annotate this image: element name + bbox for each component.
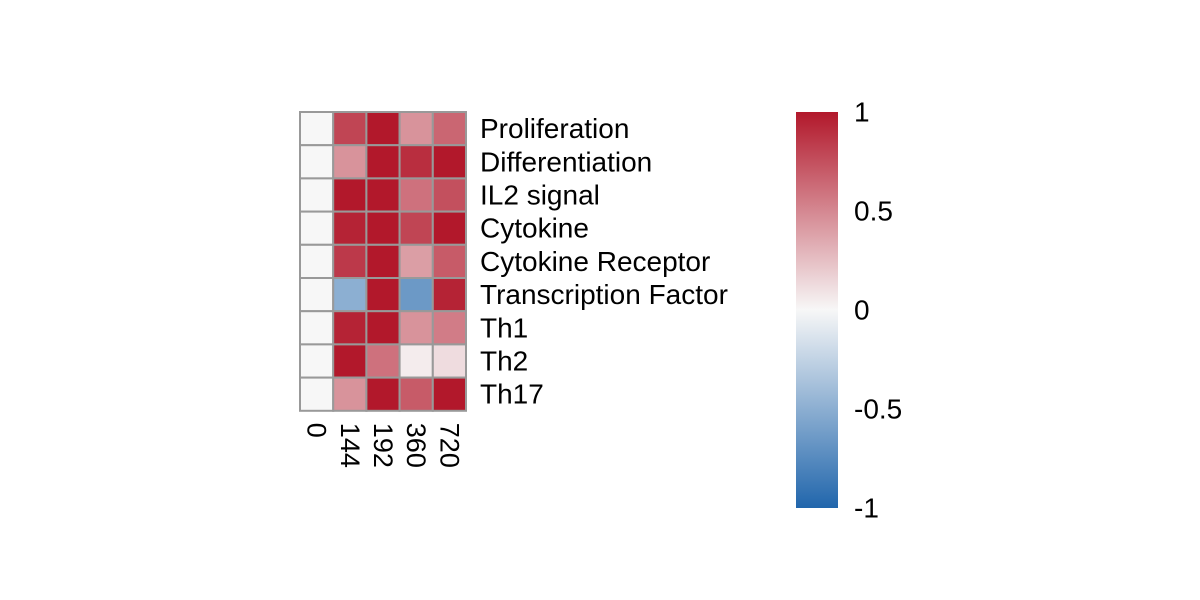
heatmap-cell [299, 243, 335, 280]
heatmap-cell [365, 376, 401, 412]
heatmap-cell [299, 343, 335, 379]
legend-tick-label: 0 [854, 295, 870, 326]
color-legend: 1 0.5 0 -0.5 -1 [796, 97, 902, 524]
heatmap-cell [299, 277, 335, 313]
column-label: 720 [434, 423, 464, 468]
column-label: 0 [302, 423, 332, 438]
legend-tick-label: 1 [854, 97, 870, 128]
heatmap-cell [398, 243, 434, 280]
legend-color-bar [796, 112, 838, 508]
row-label: Transcription Factor [480, 279, 728, 310]
heatmap-cell [332, 210, 368, 246]
heatmap-cell [365, 210, 401, 246]
heatmap-cell [365, 144, 401, 180]
heatmap-cell [398, 376, 434, 412]
heatmap-cell [332, 277, 368, 313]
row-label: Cytokine Receptor [480, 246, 710, 277]
heatmap-cell [398, 310, 434, 346]
heatmap-cell [299, 210, 335, 246]
heatmap-cell [299, 111, 335, 147]
row-label: Th17 [480, 379, 544, 410]
heatmap-cell [398, 210, 434, 246]
heatmap-cell [332, 243, 368, 280]
heatmap-cell [365, 177, 401, 213]
row-label: Differentiation [480, 146, 652, 177]
heatmap-cell [431, 343, 467, 379]
heatmap-cell [299, 144, 335, 180]
heatmap-cell [299, 177, 335, 213]
row-label: Proliferation [480, 113, 629, 144]
heatmap-cell [332, 111, 368, 147]
heatmap-cell [398, 177, 434, 213]
legend-tick-label: 0.5 [854, 196, 893, 227]
heatmap-cell [431, 277, 467, 313]
heatmap-cell [365, 111, 401, 147]
row-label: Th2 [480, 346, 528, 377]
column-label: 144 [335, 423, 365, 468]
heatmap-cell [365, 243, 401, 280]
column-label: 360 [401, 423, 431, 468]
row-label: IL2 signal [480, 180, 600, 211]
row-label: Th1 [480, 312, 528, 343]
heatmap-cell [431, 144, 467, 180]
heatmap-cell [365, 343, 401, 379]
heatmap-cell [431, 177, 467, 213]
heatmap-cell [299, 310, 335, 346]
heatmap-cell [332, 144, 368, 180]
column-label: 192 [368, 423, 398, 468]
heatmap-cell [431, 243, 467, 280]
heatmap-cell [332, 310, 368, 346]
row-label: Cytokine [480, 213, 589, 244]
heatmap-cell [398, 144, 434, 180]
heatmap-cell [299, 376, 335, 412]
heatmap-cell [332, 177, 368, 213]
heatmap-cell [398, 343, 434, 379]
heatmap-cell [398, 277, 434, 313]
legend-tick-label: -0.5 [854, 394, 902, 425]
heatmap-cell [398, 111, 434, 147]
heatmap-cell [332, 343, 368, 379]
heatmap-cell [365, 310, 401, 346]
heatmap-cells [299, 111, 467, 412]
heatmap-cell [431, 210, 467, 246]
heatmap-cell [431, 111, 467, 147]
heatmap-cell [431, 310, 467, 346]
heatmap-cell [332, 376, 368, 412]
legend-tick-labels: 1 0.5 0 -0.5 -1 [854, 97, 902, 524]
legend-tick-label: -1 [854, 493, 879, 524]
column-labels: 0 144 192 360 720 [302, 423, 465, 468]
heatmap-cell [431, 376, 467, 412]
heatmap-cell [365, 277, 401, 313]
